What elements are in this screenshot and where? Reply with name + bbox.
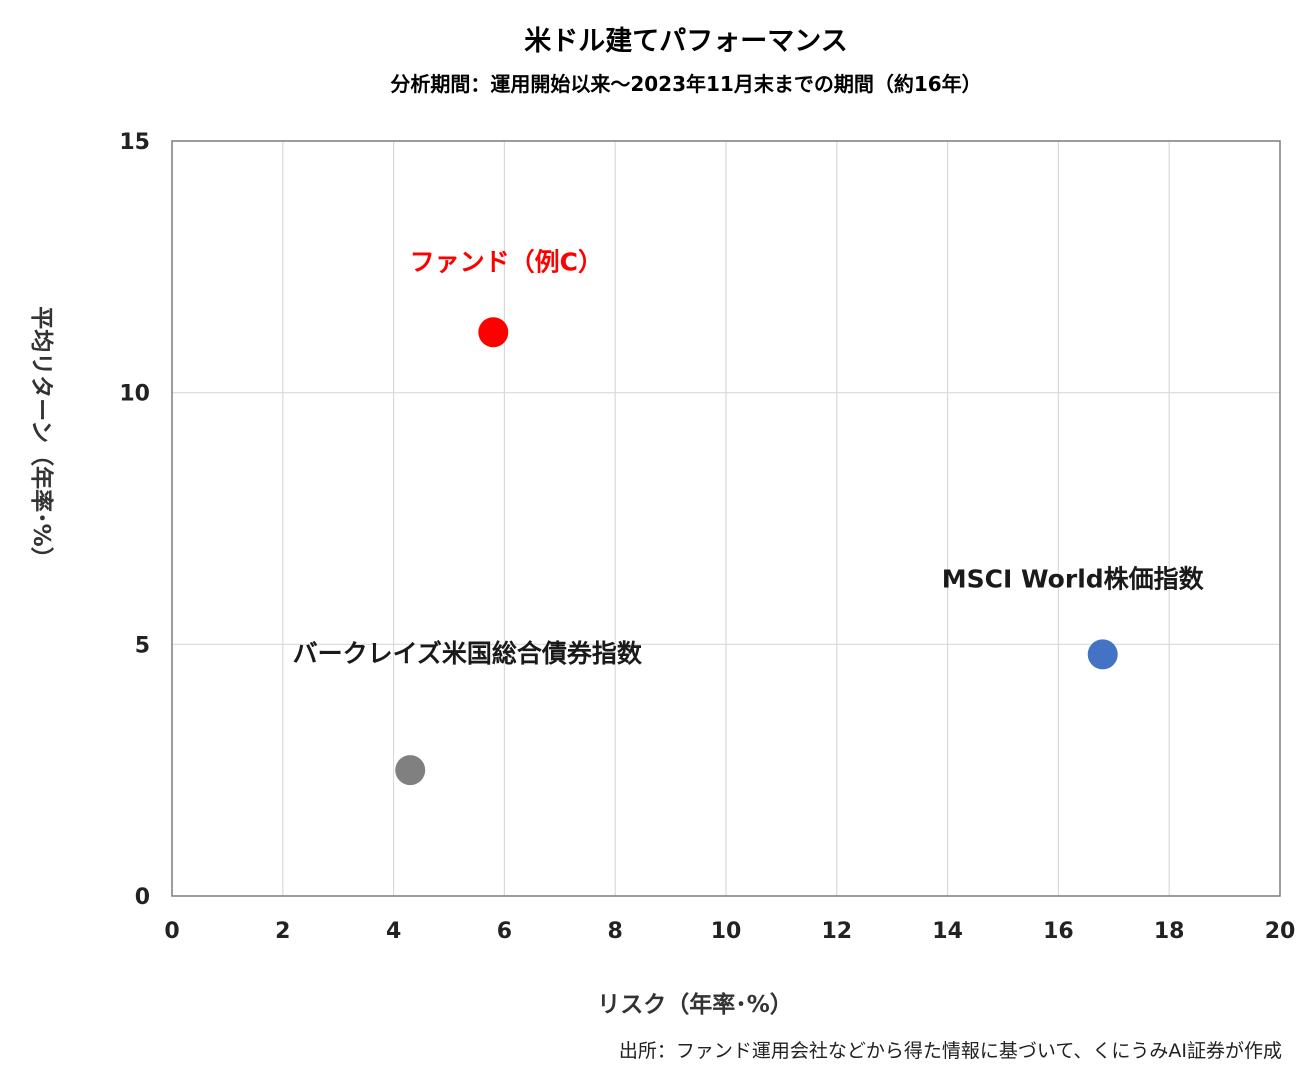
y-tick-label: 15 [119, 130, 150, 155]
point-label: ファンド（例C） [410, 247, 603, 276]
x-tick-label: 18 [1154, 919, 1185, 944]
x-tick-label: 10 [711, 919, 742, 944]
chart-title: 米ドル建てパフォーマンス [524, 26, 847, 57]
y-axis-ticks: 0 5 10 15 [119, 130, 150, 910]
y-tick-label: 10 [119, 382, 150, 407]
x-tick-label: 16 [1043, 919, 1074, 944]
y-axis-label: 平均リターン（年率･%） [28, 306, 55, 569]
x-tick-label: 2 [275, 919, 290, 944]
data-point [478, 317, 509, 348]
x-tick-label: 4 [386, 919, 401, 944]
y-tick-label: 0 [135, 885, 150, 910]
x-axis-ticks: 0 2 4 6 8 10 12 14 16 18 20 [164, 919, 1295, 944]
y-tick-label: 5 [135, 633, 150, 658]
data-point [1087, 639, 1118, 670]
x-tick-label: 14 [932, 919, 963, 944]
plot-area [171, 140, 1281, 897]
point-label: MSCI World株価指数 [942, 564, 1205, 593]
x-tick-label: 6 [497, 919, 512, 944]
x-axis-label: リスク（年率･%） [597, 991, 793, 1018]
source-note: 出所：ファンド運用会社などから得た情報に基づいて、くにうみAI証券が作成 [619, 1040, 1282, 1062]
gridlines [171, 140, 1281, 897]
x-tick-label: 8 [608, 919, 623, 944]
x-tick-label: 12 [821, 919, 852, 944]
chart-subtitle: 分析期間：運用開始以来～2023年11月末までの期間（約16年） [390, 72, 981, 96]
point-label: バークレイズ米国総合債券指数 [293, 639, 643, 668]
x-tick-label: 20 [1265, 919, 1296, 944]
x-tick-label: 0 [164, 919, 179, 944]
data-point [395, 755, 426, 786]
data-points [395, 317, 1118, 786]
